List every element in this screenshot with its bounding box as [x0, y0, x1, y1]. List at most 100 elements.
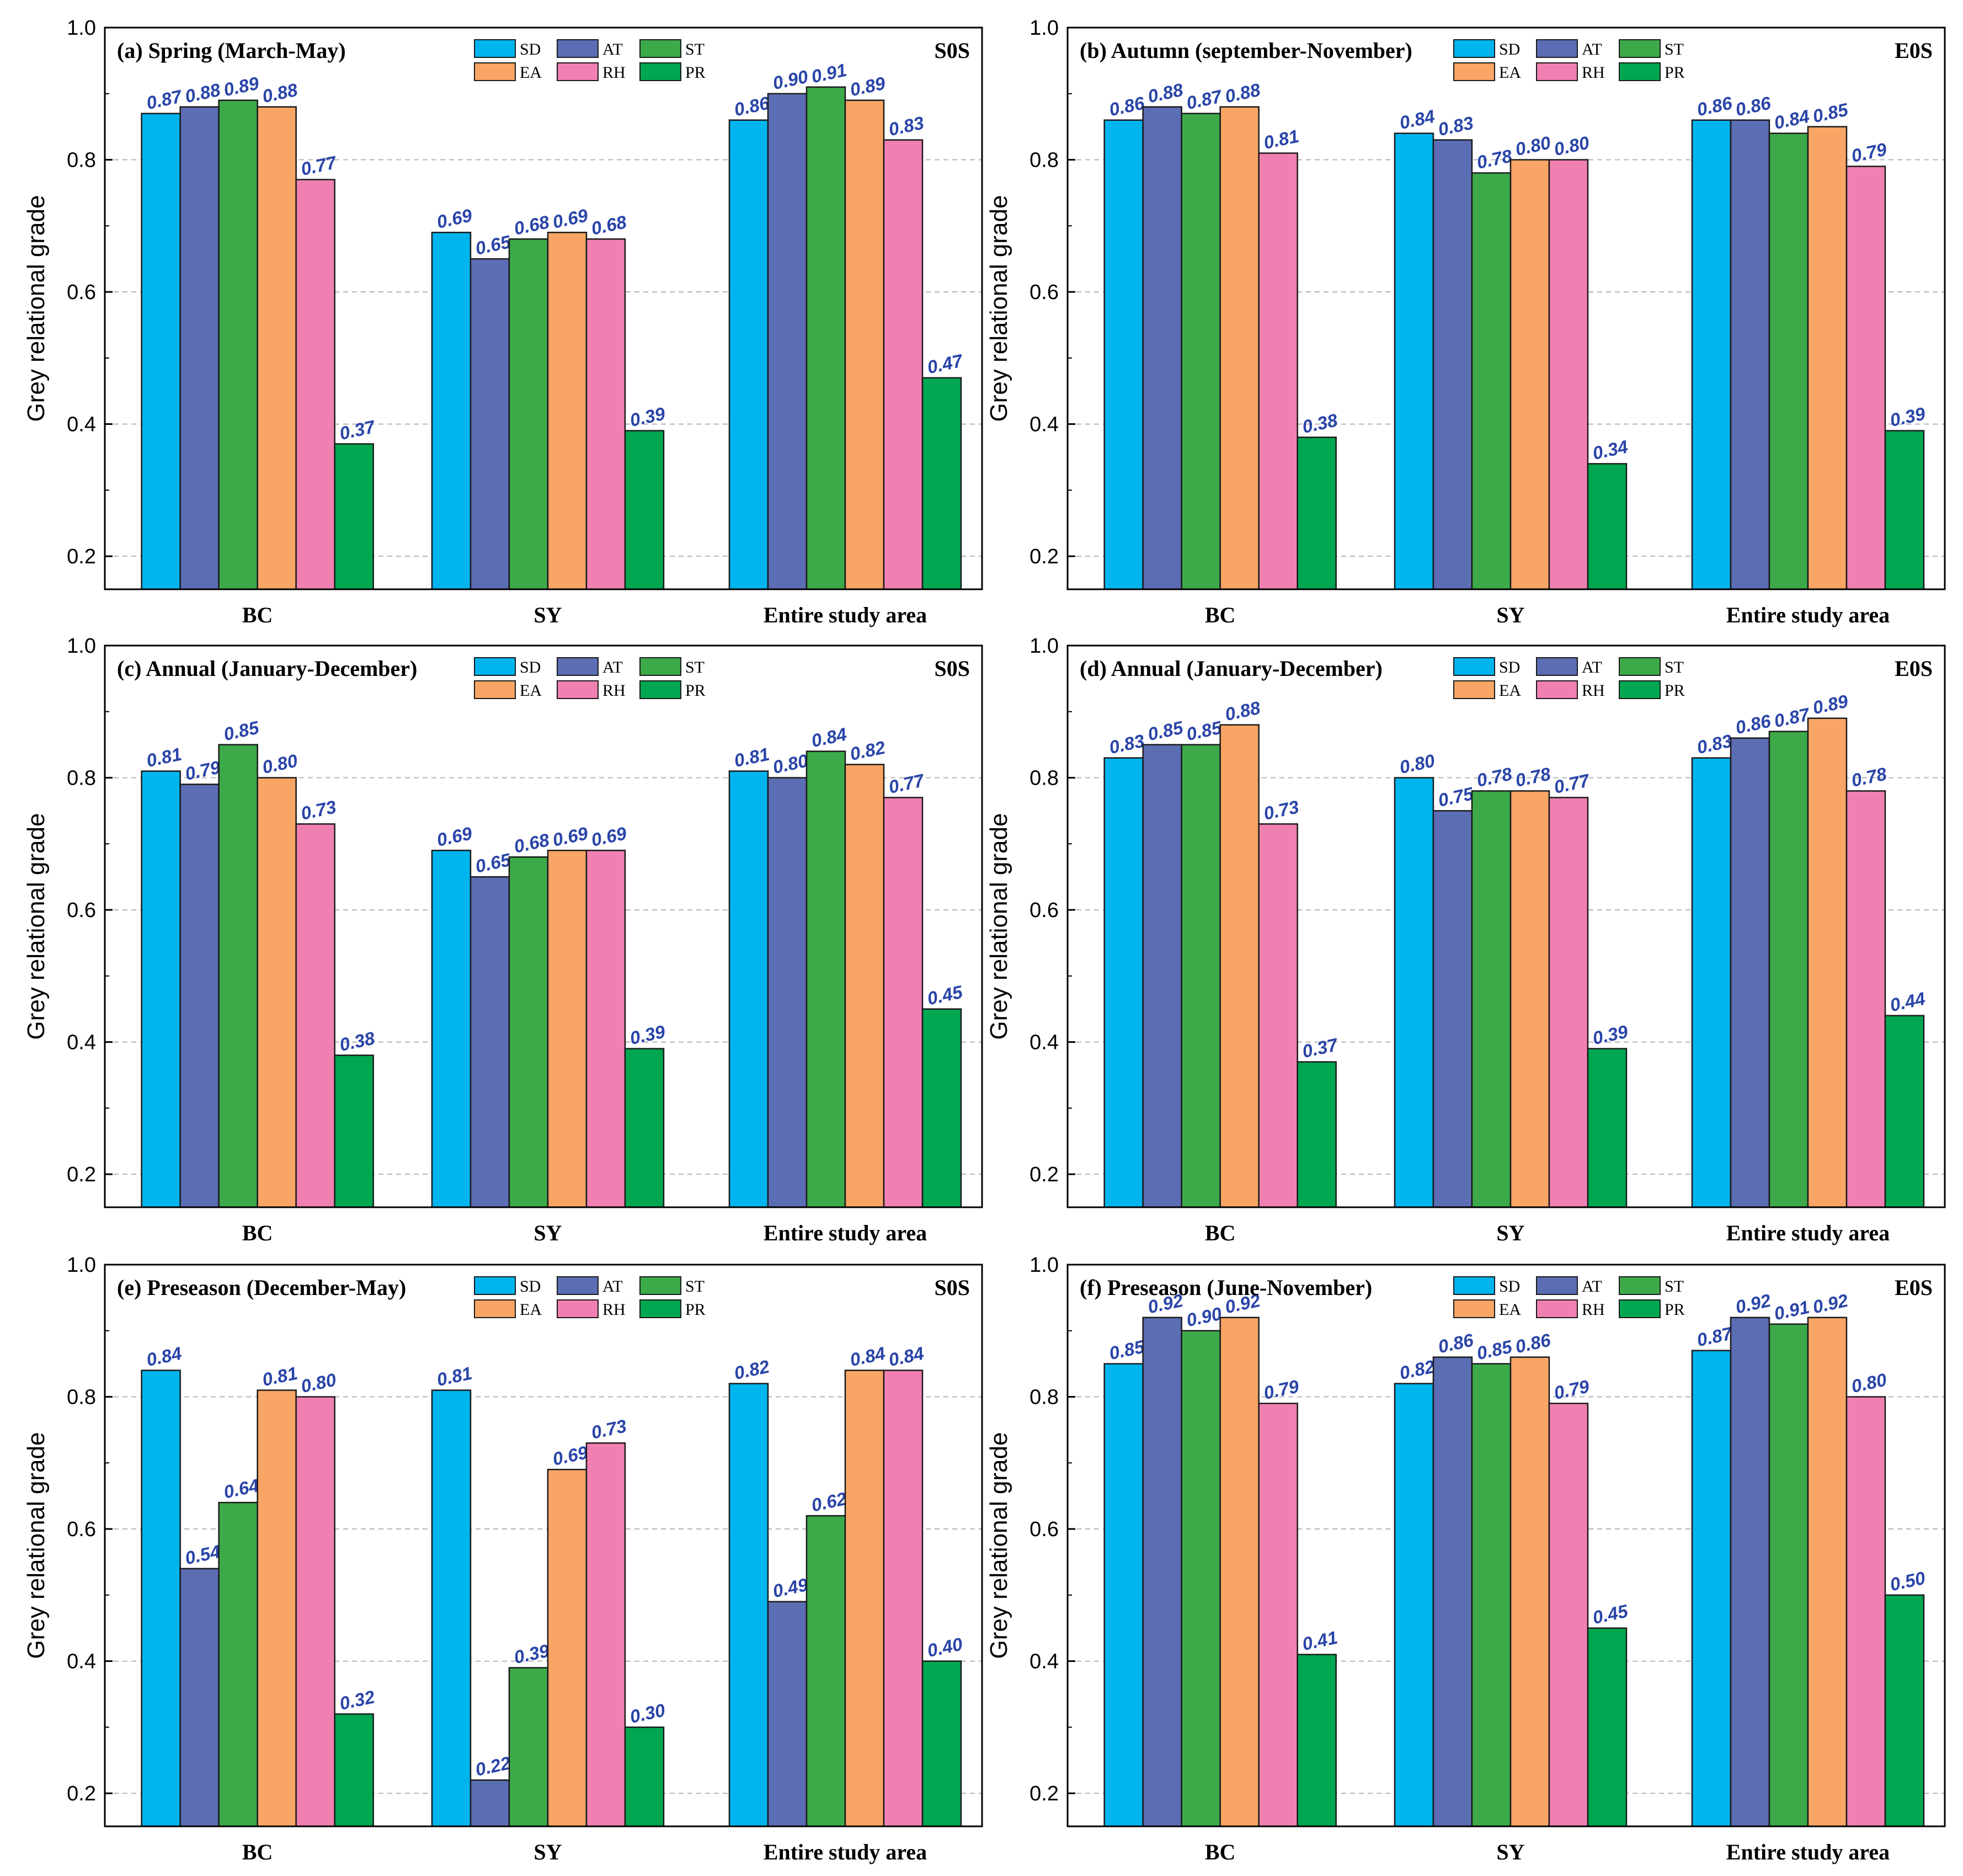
- bar-at: [1432, 139, 1473, 590]
- y-tick-label: 1.0: [67, 635, 96, 658]
- legend-swatch-pr: [1619, 62, 1661, 81]
- bar-rh: [1845, 1396, 1886, 1827]
- plot-frame: [104, 26, 983, 590]
- bar-value-label: 0.45: [925, 982, 964, 1009]
- legend-label: RH: [1582, 681, 1605, 700]
- category-label: Entire study area: [764, 1840, 927, 1864]
- bar-value-label: 0.89: [222, 73, 261, 100]
- bar-sd: [431, 1389, 472, 1827]
- bar-at: [1432, 1356, 1473, 1827]
- legend-swatch-at: [1536, 1276, 1578, 1295]
- bar-rh: [1258, 1403, 1298, 1827]
- bar-st: [806, 86, 846, 590]
- bar-rh: [1548, 1403, 1589, 1827]
- legend-swatch-pr: [1619, 1299, 1661, 1318]
- bar-ea: [1509, 790, 1550, 1208]
- bar-value-label: 0.81: [260, 1363, 300, 1390]
- category-label: SY: [1496, 1840, 1524, 1864]
- bar-value-label: 0.84: [145, 1343, 184, 1371]
- bar-ea: [257, 106, 297, 590]
- category-label: SY: [534, 1840, 562, 1864]
- y-tick-label: 0.2: [1029, 1782, 1059, 1805]
- bar-value-label: 0.86: [1436, 1330, 1475, 1357]
- category-label: Entire study area: [1726, 1840, 1890, 1864]
- bar-at: [1730, 737, 1770, 1208]
- y-tick-label: 0.6: [67, 1518, 96, 1541]
- legend-swatch-ea: [474, 62, 516, 81]
- legend-swatch-st: [639, 657, 681, 676]
- legend-label: SD: [520, 1277, 541, 1296]
- legend-label: PR: [1665, 681, 1685, 700]
- bar-value-label: 0.88: [1223, 79, 1262, 107]
- y-tick-label: 0.4: [67, 413, 96, 436]
- y-axis-label: Grey relational grade: [23, 1432, 50, 1659]
- legend-swatch-st: [1619, 657, 1661, 676]
- legend-swatch-rh: [557, 1299, 599, 1318]
- bar-pr: [921, 1660, 962, 1827]
- legend-label: ST: [685, 1277, 705, 1296]
- bar-value-label: 0.47: [925, 350, 965, 377]
- category-label: BC: [1205, 1840, 1236, 1864]
- bar-value-label: 0.80: [1552, 132, 1591, 159]
- legend-label: PR: [685, 681, 706, 700]
- bar-pr: [334, 1713, 374, 1827]
- bar-pr: [1884, 1594, 1925, 1827]
- bar-rh: [295, 1396, 335, 1827]
- bar-st: [508, 1667, 549, 1827]
- bar-value-label: 0.92: [1733, 1290, 1773, 1318]
- bar-ea: [1807, 126, 1848, 590]
- bar-ea: [1219, 1317, 1260, 1827]
- bar-value-label: 0.39: [1591, 1021, 1630, 1048]
- bar-ea: [1807, 717, 1848, 1208]
- y-tick-label: 0.4: [1029, 1650, 1059, 1674]
- bar-value-label: 0.88: [1146, 79, 1185, 107]
- bar-pr: [1297, 436, 1337, 590]
- bar-value-label: 0.85: [222, 717, 261, 744]
- bar-sd: [728, 770, 769, 1208]
- bar-value-label: 0.78: [1849, 763, 1889, 791]
- y-tick-label: 0.2: [67, 1163, 96, 1186]
- bar-rh: [1845, 166, 1886, 590]
- bar-value-label: 0.39: [628, 403, 667, 430]
- legend-label: ST: [1665, 658, 1684, 676]
- bar-at: [1142, 106, 1182, 590]
- bar-pr: [624, 1048, 665, 1208]
- bar-at: [767, 1601, 808, 1827]
- bar-st: [1181, 1330, 1221, 1827]
- bar-value-label: 0.86: [1733, 711, 1773, 738]
- legend-swatch-rh: [1536, 1299, 1578, 1318]
- category-label: BC: [242, 1221, 273, 1245]
- bar-value-label: 0.88: [183, 79, 222, 107]
- bar-value-label: 0.68: [512, 829, 551, 857]
- bar-rh: [1548, 159, 1589, 590]
- legend-label: ST: [685, 40, 705, 58]
- bar-rh: [585, 238, 626, 590]
- bar-value-label: 0.84: [887, 1343, 926, 1371]
- panel-tag: E0S: [1895, 1275, 1933, 1300]
- bar-ea: [257, 1389, 297, 1827]
- bar-sd: [1103, 119, 1144, 590]
- plot-frame: [1066, 26, 1946, 590]
- bar-rh: [1258, 152, 1298, 590]
- bar-value-label: 0.69: [435, 823, 474, 850]
- legend-label: RH: [1582, 63, 1605, 82]
- bar-value-label: 0.77: [299, 152, 339, 179]
- legend-swatch-rh: [1536, 680, 1578, 699]
- bar-value-label: 0.92: [1811, 1290, 1850, 1318]
- legend-label: RH: [1582, 1301, 1605, 1319]
- category-label: Entire study area: [1726, 603, 1890, 627]
- y-axis-label: Grey relational grade: [985, 813, 1012, 1040]
- bar-rh: [883, 1369, 924, 1827]
- bar-value-label: 0.69: [551, 205, 590, 232]
- bar-st: [1768, 731, 1809, 1208]
- bar-value-label: 0.65: [473, 231, 513, 259]
- bar-value-label: 0.87: [1695, 1323, 1735, 1350]
- bar-ea: [1219, 106, 1260, 590]
- bar-pr: [1884, 430, 1925, 590]
- legend-label: SD: [520, 40, 541, 58]
- plot-frame: [1066, 1264, 1946, 1827]
- plot-frame: [104, 1264, 983, 1827]
- legend-label: ST: [1665, 40, 1684, 58]
- category-label: BC: [1205, 1221, 1236, 1245]
